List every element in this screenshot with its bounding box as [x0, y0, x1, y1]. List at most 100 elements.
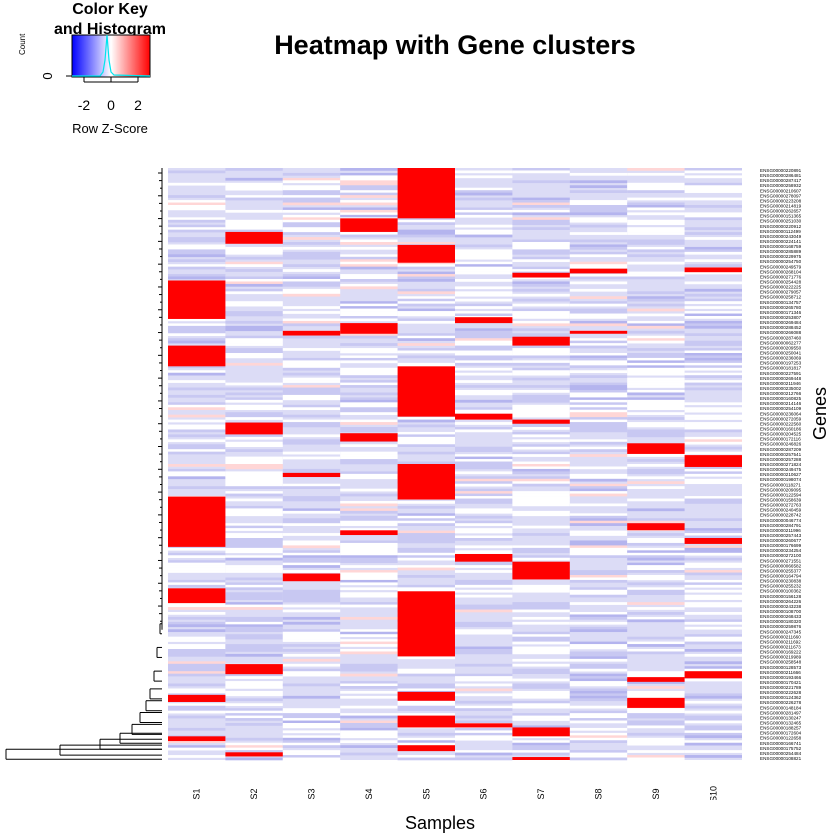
heatmap-row-stripe: [512, 303, 570, 307]
heatmap-row-stripe: [627, 708, 685, 711]
heatmap-row-stripe: [684, 619, 742, 623]
heatmap-row-stripe: [627, 592, 685, 596]
heatmap-row-stripe: [627, 750, 685, 753]
heatmap-row-stripe: [569, 533, 628, 536]
heatmap-row-stripe: [340, 550, 398, 554]
heatmap-row-stripe: [282, 424, 341, 428]
gene-label: ENSG00000172116: [760, 437, 801, 442]
heatmap-row-stripe: [512, 747, 570, 751]
heatmap-row-stripe: [455, 688, 513, 692]
heatmap-row-stripe: [455, 330, 513, 334]
heatmap-row-stripe: [455, 715, 513, 719]
heatmap-row-stripe: [627, 710, 685, 714]
heatmap-row-stripe: [225, 607, 283, 610]
heatmap-row-stripe: [168, 338, 226, 341]
heatmap-row-stripe: [684, 325, 742, 329]
heatmap-row-stripe: [569, 375, 628, 378]
heatmap-row-stripe: [512, 525, 570, 529]
heatmap-row-stripe: [684, 375, 742, 378]
heatmap-row-stripe: [512, 658, 570, 662]
heatmap-row-stripe: [225, 338, 283, 341]
heatmap-row-stripe: [684, 441, 742, 445]
heatmap-row-stripe: [569, 523, 628, 526]
heatmap-row-stripe: [282, 508, 341, 512]
heatmap-row-stripe: [512, 298, 570, 302]
heatmap-row-stripe: [455, 483, 513, 487]
heatmap-row-stripe: [282, 634, 341, 637]
heatmap-row-stripe: [684, 720, 742, 724]
heatmap-row-stripe: [512, 461, 570, 465]
heatmap-row-stripe: [225, 550, 283, 554]
heatmap-row-stripe: [627, 498, 685, 502]
heatmap-row-stripe: [569, 621, 628, 625]
heatmap-row-stripe: [168, 266, 226, 270]
heatmap-row-stripe: [627, 464, 685, 467]
heatmap-row-stripe: [569, 755, 628, 758]
heatmap-row-stripe: [455, 454, 513, 457]
gene-label: ENSG00000128573: [760, 665, 802, 670]
heatmap-row-stripe: [512, 288, 570, 292]
heatmap-row-stripe: [627, 348, 685, 351]
heatmap-row-stripe: [684, 182, 742, 186]
heatmap-row-stripe: [282, 232, 341, 235]
heatmap-row-stripe: [569, 281, 628, 285]
heatmap-row-stripe: [282, 291, 341, 295]
heatmap-row-stripe: [340, 335, 398, 339]
heatmap-row-stripe: [512, 639, 570, 642]
heatmap-row-stripe: [225, 281, 283, 285]
heatmap-row-stripe: [455, 607, 513, 610]
heatmap-row-stripe: [455, 582, 513, 586]
heatmap-row-stripe: [512, 464, 570, 467]
heatmap-row-stripe: [569, 626, 628, 630]
heatmap-row-stripe: [512, 276, 570, 280]
heatmap-row-stripe: [282, 752, 341, 756]
heatmap-row-stripe: [282, 725, 341, 729]
heatmap-row-stripe: [168, 708, 226, 711]
heatmap-row-stripe: [512, 348, 570, 351]
heatmap-row-stripe: [684, 311, 742, 314]
heatmap-row-stripe: [569, 488, 628, 492]
heatmap-row-stripe: [627, 518, 685, 522]
heatmap-row-stripe: [225, 182, 283, 186]
heatmap-high-block: [512, 727, 570, 737]
heatmap-row-stripe: [340, 427, 398, 430]
heatmap-row-stripe: [225, 703, 283, 707]
heatmap-row-stripe: [168, 621, 226, 625]
heatmap-row-stripe: [225, 542, 283, 546]
gene-label: ENSG00000272059: [760, 416, 802, 421]
heatmap-row-stripe: [512, 360, 570, 364]
heatmap-row-stripe: [455, 429, 513, 433]
heatmap-row-stripe: [684, 678, 742, 682]
heatmap-row-stripe: [225, 283, 283, 287]
heatmap-row-stripe: [168, 449, 226, 452]
heatmap-row-stripe: [168, 246, 226, 250]
heatmap-row-stripe: [627, 607, 685, 610]
heatmap-row-stripe: [512, 320, 570, 324]
heatmap-row-stripe: [225, 185, 283, 189]
heatmap-row-stripe: [225, 313, 283, 317]
heatmap-row-stripe: [455, 491, 513, 494]
heatmap-row-stripe: [455, 214, 513, 218]
heatmap-row-stripe: [168, 451, 226, 455]
heatmap-row-stripe: [684, 422, 742, 425]
heatmap-high-block: [340, 218, 398, 232]
heatmap-row-stripe: [455, 446, 513, 450]
heatmap-row-stripe: [168, 703, 226, 707]
heatmap-row-stripe: [569, 209, 628, 213]
heatmap-row-stripe: [225, 291, 283, 295]
heatmap-row-stripe: [168, 207, 226, 211]
sample-label: S1: [192, 788, 202, 799]
gene-label: ENSG00000243049: [760, 234, 802, 239]
heatmap-row-stripe: [684, 562, 742, 566]
heatmap-row-stripe: [282, 434, 341, 438]
heatmap-row-stripe: [512, 752, 570, 756]
heatmap-row-stripe: [168, 604, 226, 608]
heatmap-row-stripe: [282, 745, 341, 748]
gene-label: ENSG00000228742: [760, 513, 802, 518]
heatmap-row-stripe: [569, 713, 628, 716]
heatmap-high-block: [627, 677, 685, 682]
heatmap-row-stripe: [168, 567, 226, 571]
heatmap-row-stripe: [340, 382, 398, 386]
heatmap-row-stripe: [627, 320, 685, 324]
heatmap-row-stripe: [455, 340, 513, 344]
